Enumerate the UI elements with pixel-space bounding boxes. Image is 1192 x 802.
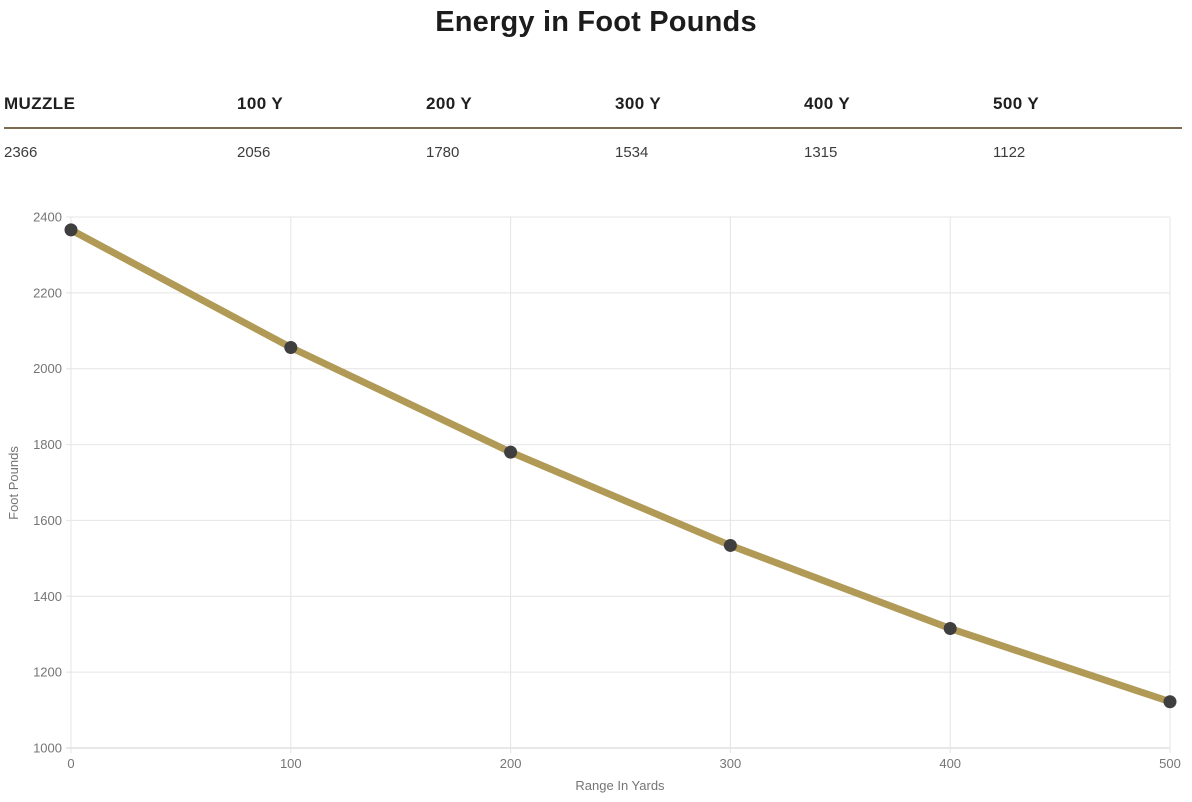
page-title: Energy in Foot Pounds <box>435 6 757 38</box>
energy-table-value-row: 2366 2056 1780 1534 1315 1122 <box>4 129 1182 162</box>
value-400y: 1315 <box>804 144 838 161</box>
header-400y: 400 Y <box>804 94 851 113</box>
y-tick-label: 1200 <box>33 665 62 680</box>
x-tick-label: 400 <box>939 756 961 771</box>
header-100y: 100 Y <box>237 94 284 113</box>
header-300y: 300 Y <box>615 94 662 113</box>
energy-line-chart: 1000 1200 1400 1600 1800 2000 2200 2400 0 100 200 3… <box>0 210 1192 802</box>
energy-data-point <box>64 223 78 237</box>
x-axis-title: Range In Yards <box>575 778 665 793</box>
energy-chart-svg: 1000 1200 1400 1600 1800 2000 2200 2400 0 100 200 3… <box>6 210 1181 794</box>
chart-plot-area: 1000 1200 1400 1600 1800 2000 2200 2400 0 100 200 3… <box>33 210 1181 772</box>
x-tick-label: 100 <box>280 756 302 771</box>
value-muzzle: 2366 <box>4 144 38 161</box>
x-tick-label: 0 <box>67 756 74 771</box>
value-200y: 1780 <box>426 144 460 161</box>
y-tick-label: 2000 <box>33 361 62 376</box>
y-tick-label: 2400 <box>33 210 62 225</box>
y-tick-label: 2200 <box>33 285 62 300</box>
y-tick-label: 1600 <box>33 513 62 528</box>
header-200y: 200 Y <box>426 94 473 113</box>
y-tick-label: 1000 <box>33 741 62 756</box>
value-500y: 1122 <box>993 144 1026 161</box>
energy-data-point <box>284 340 298 354</box>
header-500y: 500 Y <box>993 94 1040 113</box>
energy-table-header-row: MUZZLE 100 Y 200 Y 300 Y 400 Y 500 Y <box>4 94 1182 129</box>
value-300y: 1534 <box>615 144 649 161</box>
energy-data-point <box>723 538 737 552</box>
energy-data-point <box>1163 695 1177 709</box>
energy-data-point <box>943 622 957 636</box>
y-tick-label: 1400 <box>33 589 62 604</box>
energy-series-line <box>67 226 1174 706</box>
header-muzzle: MUZZLE <box>4 94 76 113</box>
y-axis-title: Foot Pounds <box>6 446 21 520</box>
value-100y: 2056 <box>237 144 271 161</box>
x-tick-label: 500 <box>1159 756 1181 771</box>
y-tick-label: 1800 <box>33 437 62 452</box>
energy-data-point <box>504 445 518 459</box>
x-tick-label: 300 <box>720 756 742 771</box>
energy-table: MUZZLE 100 Y 200 Y 300 Y 400 Y 500 Y 236… <box>4 94 1182 162</box>
x-tick-label: 200 <box>500 756 522 771</box>
